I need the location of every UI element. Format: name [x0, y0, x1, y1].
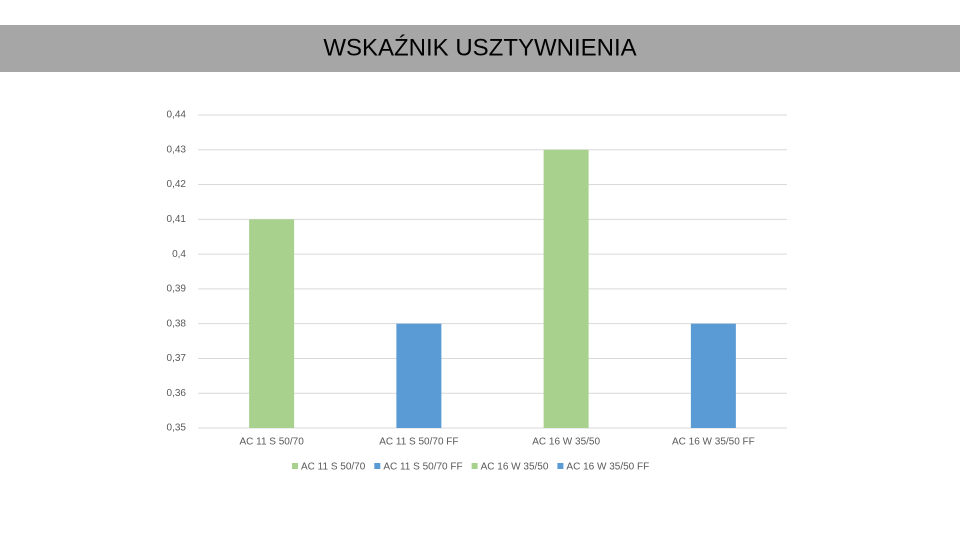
legend-label: AC 16 W 35/50	[481, 462, 549, 473]
title-banner	[0, 25, 960, 72]
legend-marker	[471, 463, 478, 469]
y-tick-label: 0,38	[167, 318, 187, 329]
x-tick-label: AC 11 S 50/70 FF	[379, 437, 458, 448]
legend-label: AC 11 S 50/70 FF	[383, 462, 462, 473]
x-tick-label: AC 16 W 35/50	[532, 437, 600, 448]
x-tick-label: AC 11 S 50/70	[239, 437, 304, 448]
y-tick-label: 0,35	[167, 423, 187, 434]
bar	[396, 323, 442, 428]
legend-label: AC 11 S 50/70	[301, 462, 366, 473]
legend-label: AC 16 W 35/50 FF	[566, 462, 649, 473]
legend-marker	[557, 463, 564, 469]
y-tick-label: 0,39	[167, 284, 187, 295]
y-tick-label: 0,42	[167, 179, 187, 190]
bar	[249, 219, 295, 428]
y-tick-label: 0,43	[167, 144, 187, 155]
y-tick-label: 0,36	[167, 388, 187, 399]
chart-title: WSKAŹNIK USZTYWNIENIA	[323, 34, 636, 61]
legend-marker	[292, 463, 298, 469]
y-tick-label: 0,44	[167, 110, 187, 121]
y-tick-label: 0,41	[167, 214, 187, 225]
legend-marker	[374, 463, 381, 469]
bar	[543, 149, 589, 428]
bar	[690, 323, 736, 428]
y-tick-label: 0,4	[172, 249, 186, 260]
y-tick-label: 0,37	[167, 353, 187, 364]
x-tick-label: AC 16 W 35/50 FF	[672, 437, 755, 448]
